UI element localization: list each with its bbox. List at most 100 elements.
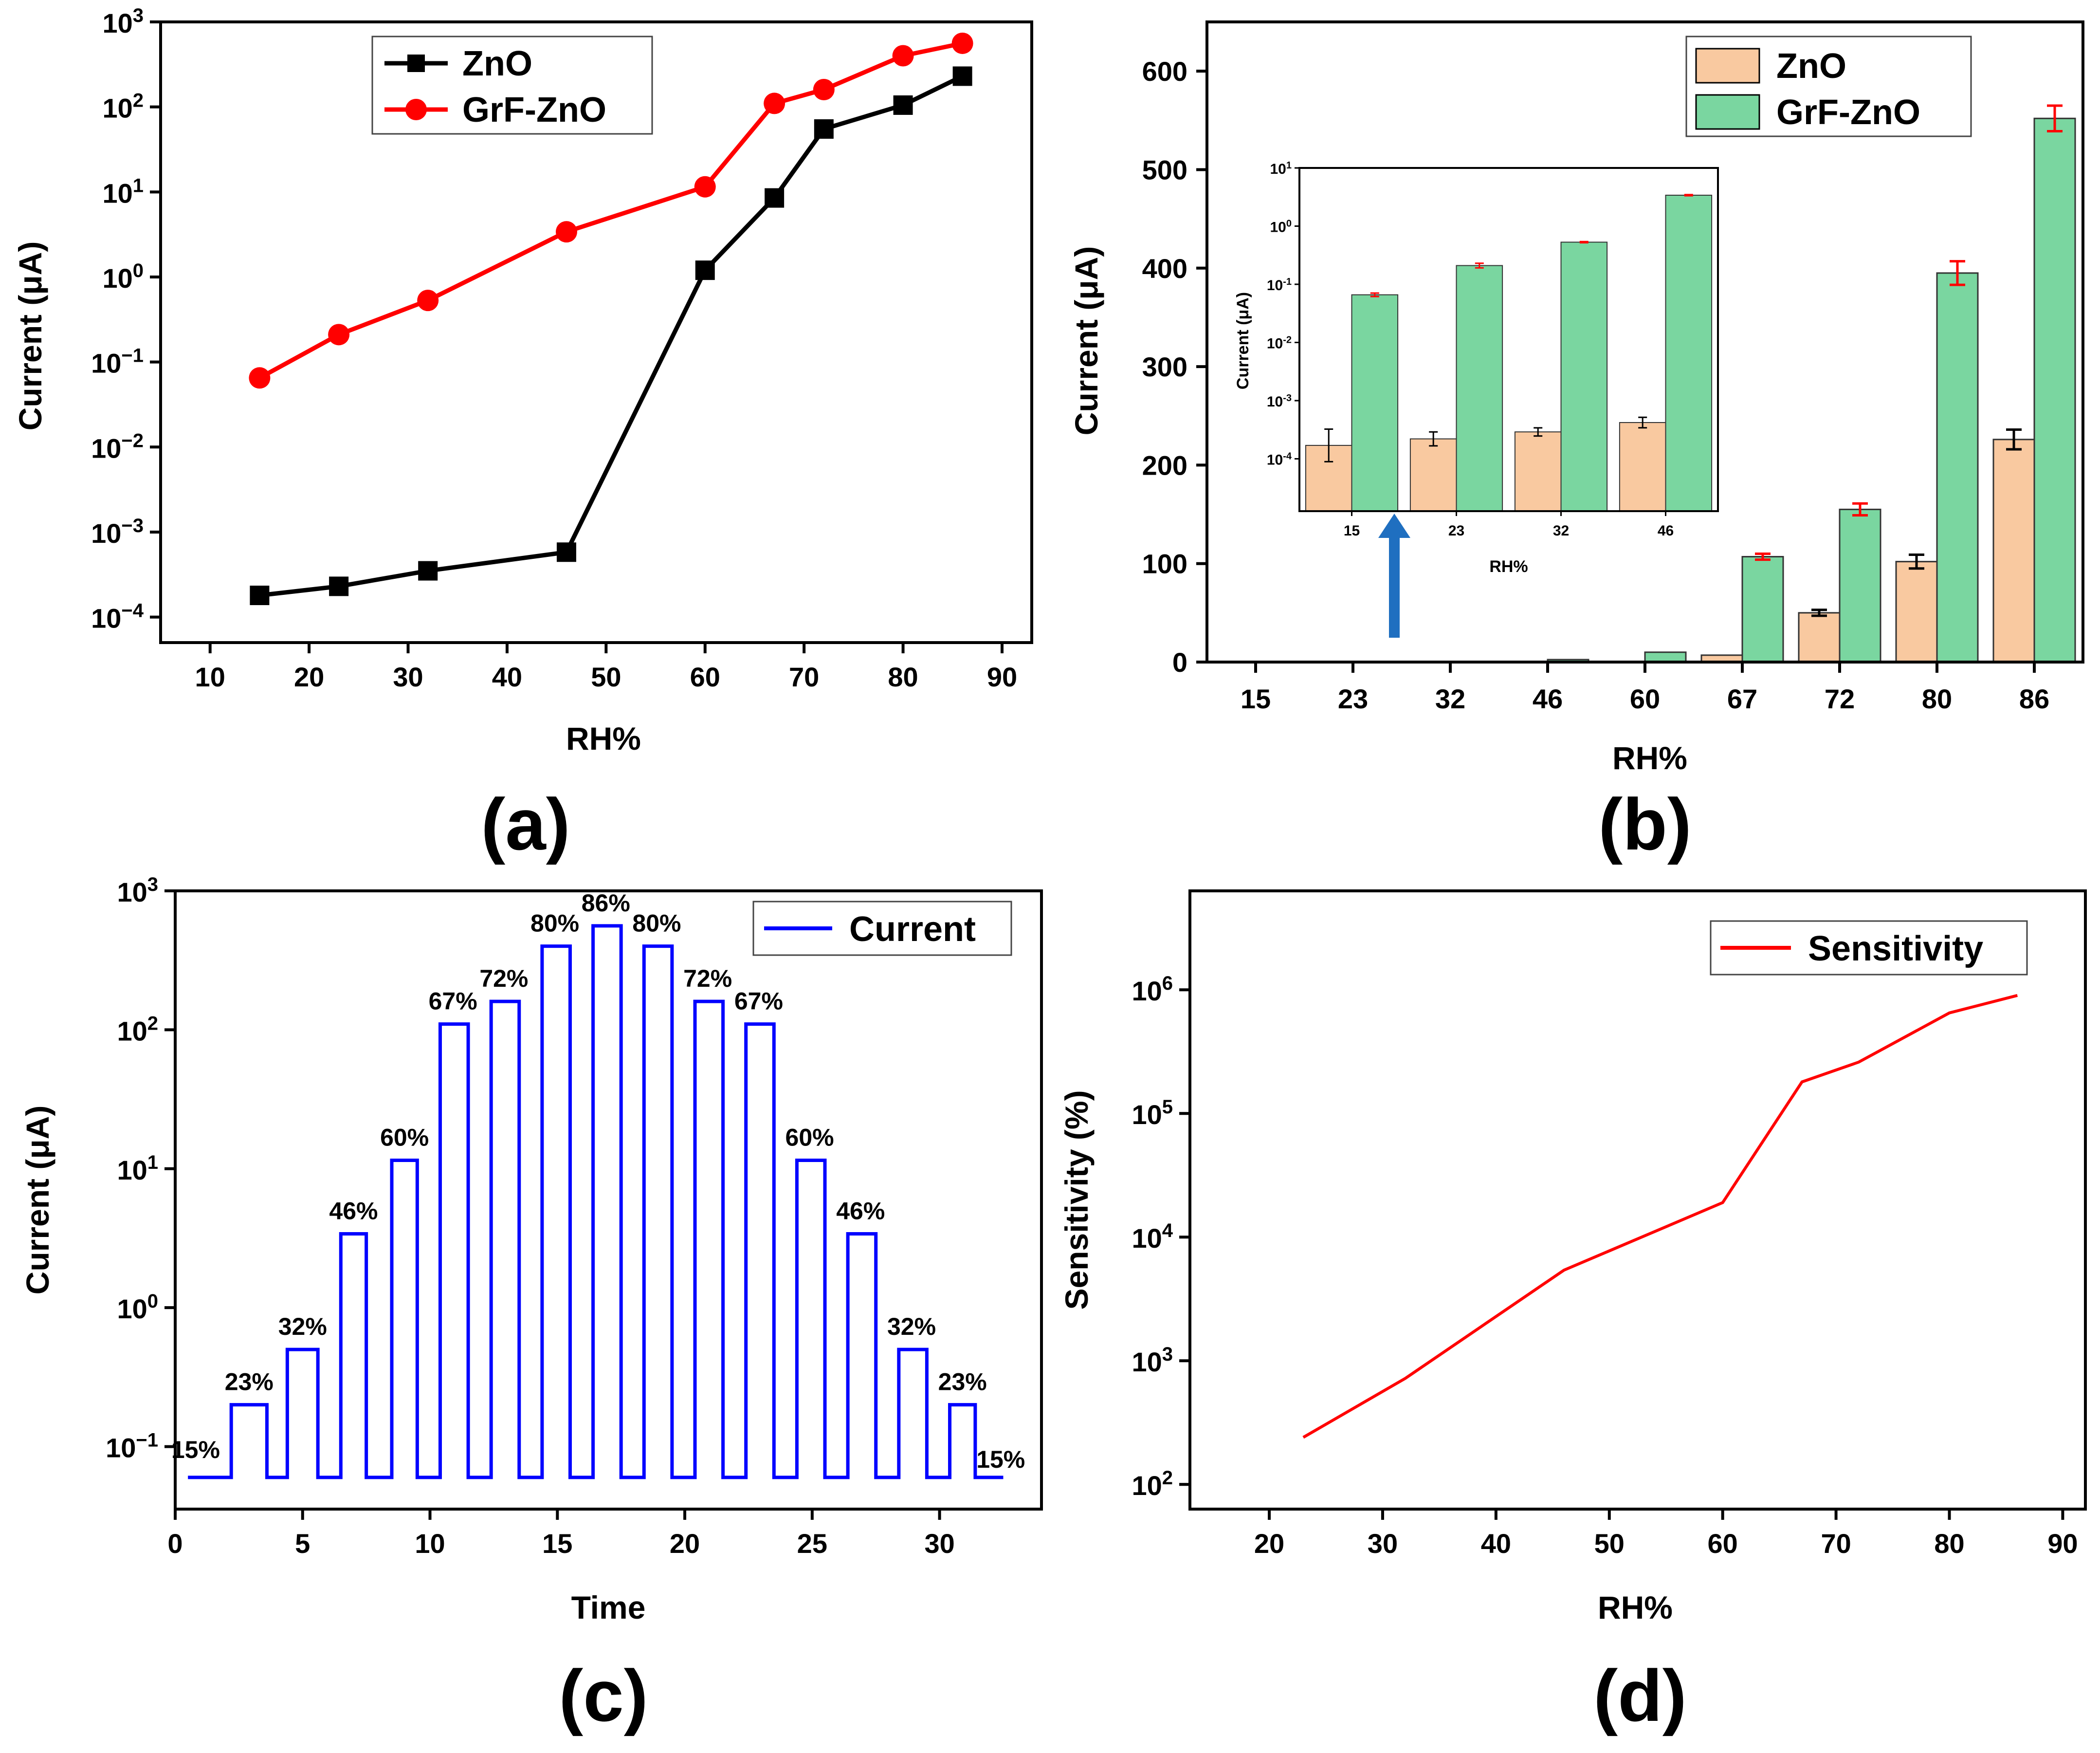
- panel-c-rh-annotation: 23%: [225, 1368, 274, 1396]
- panel-d-x-label: RH%: [1598, 1589, 1673, 1625]
- panel-c-y-tick-label-base: 10: [117, 1293, 147, 1324]
- panel-c-annotations: 15%23%32%46%60%67%72%80%86%80%72%67%60%4…: [171, 889, 1025, 1473]
- panel-b-y-tick-label: 400: [1142, 253, 1187, 284]
- panel-c-y-tick-label-base: 10: [117, 1155, 147, 1185]
- panel-b-legend-grf-swatch: [1695, 94, 1760, 130]
- panel-a-grf-zno-point: [892, 45, 914, 67]
- panel-a-zno-point: [250, 586, 270, 606]
- panel-c-rh-annotation: 60%: [380, 1124, 429, 1151]
- panel-d-y-tick-label-base: 10: [1132, 1223, 1162, 1254]
- panel-c-legend: Current: [752, 901, 1012, 956]
- panel-d-x-tick-label: 60: [1708, 1528, 1738, 1559]
- panel-c-current-line: [188, 924, 1004, 1479]
- panel-c-rh-annotation: 80%: [530, 910, 579, 937]
- panel-b-x-tick-label: 23: [1338, 683, 1368, 714]
- panel-c-legend-label: Current: [849, 910, 976, 949]
- panel-c-y-tick-label-exponent: 2: [147, 1013, 158, 1034]
- panel-a-y-tick-label-exponent: −2: [121, 430, 144, 451]
- panel-c-rh-annotation: 72%: [683, 965, 732, 992]
- panel-c-y-tick-label-base: 10: [117, 1015, 147, 1046]
- panel-a-grf-zno-point: [249, 367, 271, 389]
- panel-b-inset-y-tick-label-base: 10: [1270, 219, 1286, 235]
- panel-d-x-ticks: 20 30 40 50 60 70 80 90: [1254, 1509, 2078, 1559]
- panel-b-inset-bar-grf-zno: [1560, 241, 1608, 512]
- panel-c-y-tick-label-exponent: 3: [147, 874, 158, 895]
- panel-b-x-tick-label: 86: [2019, 683, 2049, 714]
- panel-b-x-tick-label: 80: [1922, 683, 1952, 714]
- panel-b-bar-zno: [1798, 612, 1841, 663]
- panel-c-x-tick-label: 30: [924, 1528, 954, 1559]
- panel-a-zno-point: [765, 188, 785, 208]
- panel-d-y-tick-label-base: 10: [1132, 1470, 1162, 1501]
- panel-c-y-tick-label-base: 10: [117, 877, 147, 907]
- panel-a-x-tick-label: 60: [690, 662, 720, 692]
- panel-a-y-tick-label-exponent: 1: [133, 175, 144, 196]
- panel-a-x-tick-label: 30: [393, 662, 423, 692]
- panel-a-legend-zno-label: ZnO: [462, 44, 532, 83]
- panel-c-rh-annotation: 46%: [329, 1197, 378, 1224]
- panel-a-zno-point: [814, 119, 834, 139]
- panel-c-x-tick-label: 10: [415, 1528, 445, 1559]
- panel-b-inset-y-tick-label: 101: [1270, 160, 1292, 177]
- panel-a-x-tick-label: 90: [987, 662, 1017, 692]
- panel-d-y-tick-label-base: 10: [1132, 976, 1162, 1006]
- panel-b-inset-bar-grf-zno: [1456, 265, 1503, 512]
- panel-d-y-tick-label-base: 10: [1132, 1099, 1162, 1130]
- panel-d-y-tick-label: 103: [1132, 1344, 1173, 1377]
- panel-b-bar-grf-zno: [1936, 272, 1979, 663]
- panel-c-x-tick-label: 15: [542, 1528, 572, 1559]
- panel-b-plot-area: [1214, 104, 2076, 663]
- panel-b-legend: ZnO GrF-ZnO: [1685, 36, 1972, 137]
- panel-a-y-tick-label-base: 10: [91, 603, 121, 634]
- panel-b-inset-x-tick-label: 15: [1344, 523, 1360, 539]
- panel-c-rh-annotation: 32%: [887, 1313, 936, 1340]
- panel-a-y-label: Current (μA): [12, 241, 48, 431]
- panel-a-y-tick-label-base: 10: [91, 433, 121, 463]
- panel-a-chart: 10 20 30 40 50 60 70 80 90 10310210110010−110−21…: [12, 5, 1033, 865]
- panel-b-x-label: RH%: [1612, 740, 1687, 776]
- panel-a-y-tick-label-base: 10: [102, 263, 132, 294]
- panel-b-y-tick-label: 300: [1142, 351, 1187, 382]
- panel-a-x-tick-label: 50: [591, 662, 621, 692]
- panel-d-x-tick-label: 40: [1481, 1528, 1511, 1559]
- panel-c-rh-annotation: 46%: [836, 1197, 885, 1224]
- panel-a-grf-zno-point: [555, 221, 577, 243]
- panel-b-y-tick-label: 200: [1142, 450, 1187, 480]
- panel-b-inset-y-tick-label: 10-2: [1267, 334, 1292, 351]
- panel-a-legend-grf-label: GrF-ZnO: [462, 91, 606, 129]
- panel-d-x-tick-label: 70: [1821, 1528, 1851, 1559]
- panel-a-y-tick-label: 101: [102, 175, 144, 208]
- panel-b-label: (b): [1598, 783, 1692, 865]
- panel-d-y-tick-label-base: 10: [1132, 1347, 1162, 1377]
- panel-b-inset-x-label: RH%: [1489, 557, 1528, 576]
- panel-a-y-tick-label-base: 10: [91, 518, 121, 549]
- panel-b-bar-grf-zno: [1644, 651, 1687, 663]
- panel-a-x-ticks: 10 20 30 40 50 60 70 80 90: [195, 643, 1017, 692]
- panel-a-y-tick-label-base: 10: [102, 8, 132, 38]
- panel-d-x-tick-label: 20: [1254, 1528, 1284, 1559]
- panel-d-plot-area: [1302, 994, 2018, 1439]
- panel-b-inset-bar-zno: [1514, 431, 1562, 512]
- panel-a-legend-zno-marker: [407, 55, 425, 72]
- panel-a-y-tick-label: 10−4: [91, 600, 144, 634]
- panel-a-x-tick-label: 10: [195, 662, 225, 692]
- panel-a-zno-point: [418, 561, 438, 581]
- panel-a-axes-frame: [159, 20, 1033, 644]
- panel-a-x-tick-label: 70: [789, 662, 819, 692]
- panel-d-x-tick-label: 80: [1934, 1528, 1964, 1559]
- panel-b-inset-x-tick-label: 32: [1553, 523, 1569, 539]
- panel-b-x-tick-label: 67: [1727, 683, 1757, 714]
- panel-b-bar-zno: [1992, 439, 2035, 663]
- panel-b-y-tick-label: 100: [1142, 549, 1187, 579]
- panel-a-y-tick-label-base: 10: [91, 348, 121, 379]
- panel-a-grf-zno-point: [951, 32, 973, 54]
- panel-b-inset-y-tick-label: 10-3: [1267, 393, 1292, 410]
- panel-b-x-tick-label: 15: [1241, 683, 1271, 714]
- panel-d-y-label: Sensitivity (%): [1059, 1090, 1095, 1310]
- panel-b-inset-plot-area: [1305, 194, 1713, 512]
- panel-b-x-tick-label: 46: [1533, 683, 1563, 714]
- panel-b-bar-zno: [1895, 561, 1938, 663]
